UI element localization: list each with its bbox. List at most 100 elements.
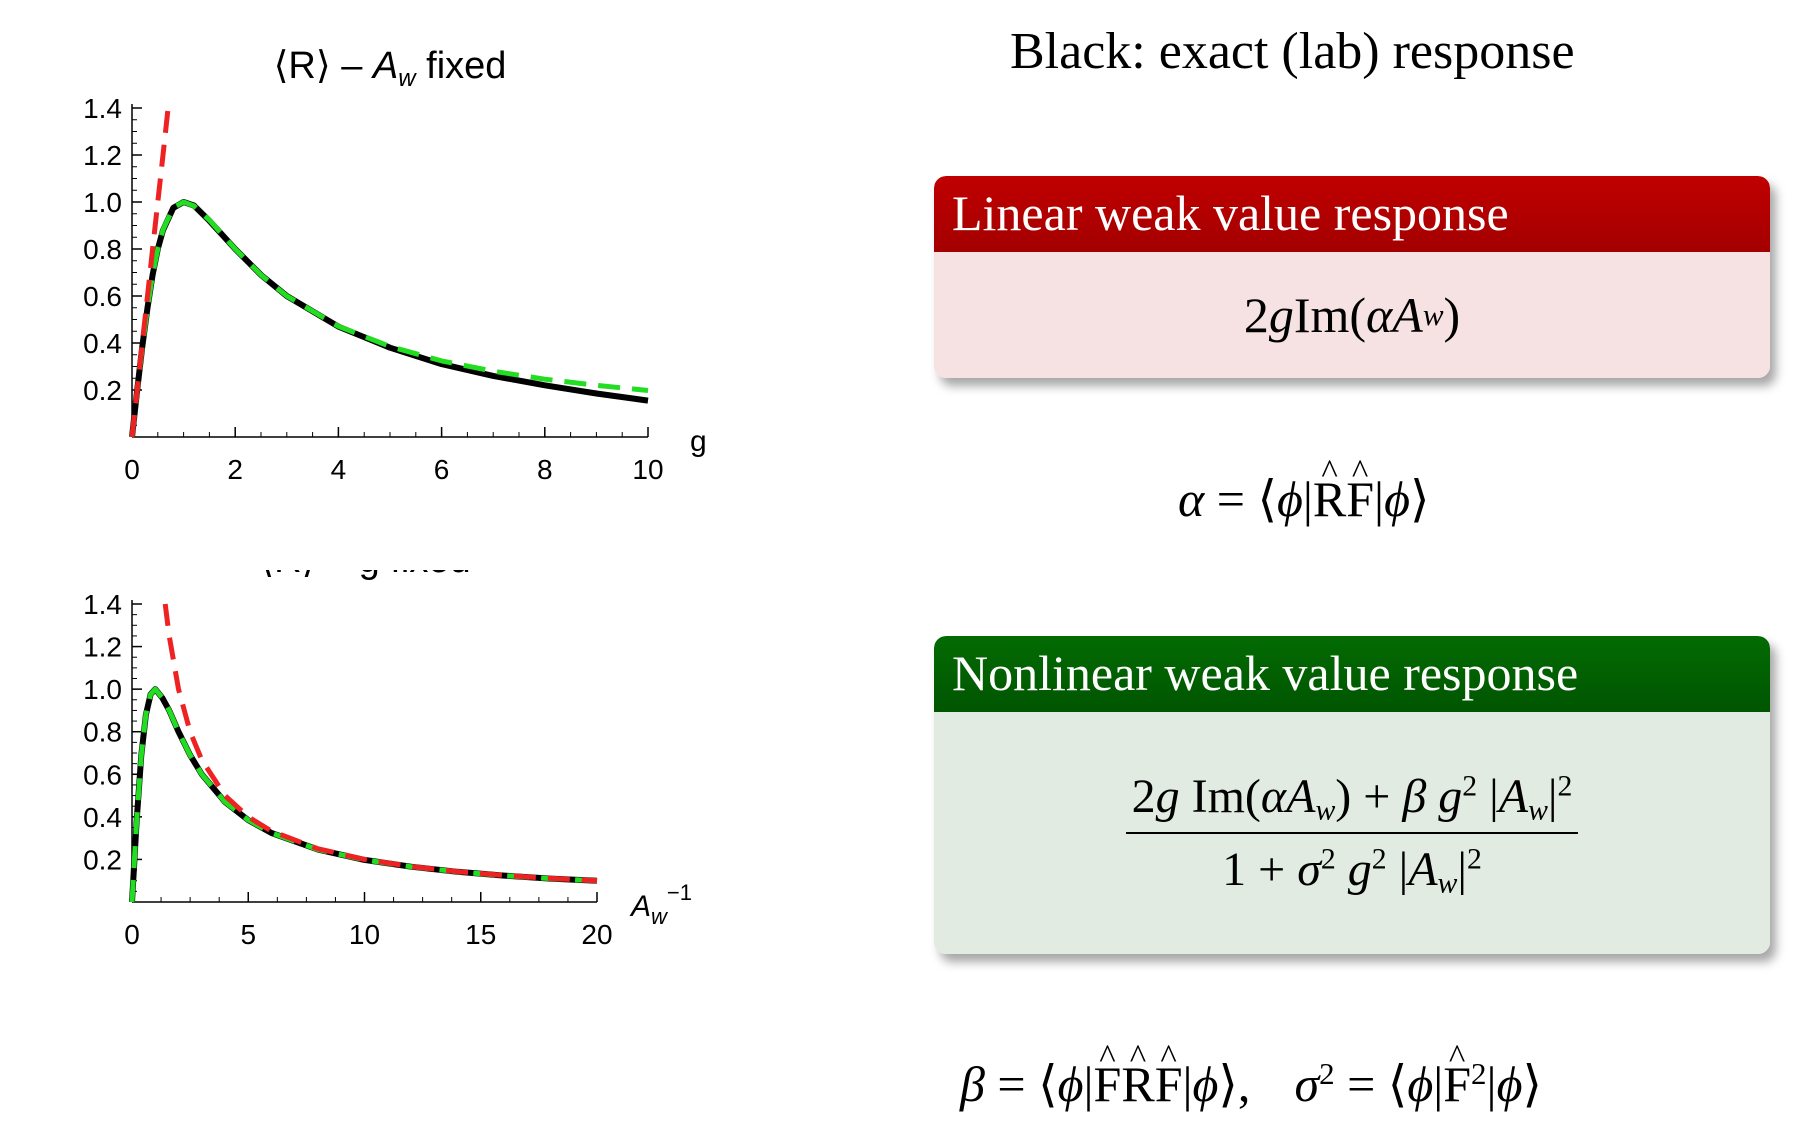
sigma-op-f: F [1443, 1055, 1471, 1113]
num-sub: w [1315, 793, 1336, 827]
alpha-bar-1: | [1302, 471, 1313, 527]
x-tick-label: 5 [240, 919, 256, 950]
x-tick-label: 8 [537, 454, 553, 485]
y-tick-label: 1.4 [83, 93, 122, 124]
x-tick-label: 2 [227, 454, 243, 485]
nonlinear-formula: 2g Im(αAw) + β g2 |Aw|2 1 + σ2 g2 |Aw|2 [934, 712, 1770, 954]
num-abs: | [1477, 770, 1499, 823]
y-tick-label: 0.6 [83, 759, 122, 790]
chart-title: ⟨R⟩ – g fixed [259, 570, 470, 581]
x-tick-label: 20 [581, 919, 612, 950]
y-tick-label: 1.2 [83, 140, 122, 171]
y-tick-label: 0.2 [83, 375, 122, 406]
num-abs-close: | [1547, 770, 1558, 823]
sigma-sup: 2 [1319, 1055, 1335, 1091]
alpha-equation: α = ⟨ϕ|RF|ϕ⟩ [1178, 470, 1429, 528]
y-tick-label: 1.0 [83, 674, 122, 705]
y-tick-label: 0.6 [83, 281, 122, 312]
den-sup3: 2 [1467, 842, 1482, 876]
chart-r-vs-aw-inverse: ⟨R⟩ – g fixed 0 5 10 15 20 0.2 0.4 0.6 0.8 1.0 1.2 1… [0, 570, 900, 1130]
linear-formula-alpha: α [1366, 287, 1393, 343]
linear-formula-im: Im( [1293, 287, 1367, 343]
beta-symbol: β [960, 1056, 985, 1112]
beta-bar-1: | [1083, 1056, 1094, 1112]
num-beta: β [1402, 770, 1427, 823]
num-a2: A [1498, 770, 1529, 823]
linear-formula-prefix: 2 [1243, 287, 1269, 343]
num-sup3: 2 [1557, 769, 1573, 803]
beta-bar-2: | [1182, 1056, 1193, 1112]
chart-title-main: ⟨R⟩ – g fixed [259, 570, 470, 581]
alpha-eq-sign: = ⟨ [1204, 471, 1277, 527]
den-abs: | [1386, 843, 1409, 896]
beta-phi-1: ϕ [1057, 1056, 1084, 1112]
num-alpha: α [1260, 770, 1287, 823]
den-g: g [1335, 843, 1372, 896]
nonlinear-response-box: Nonlinear weak value response 2g Im(αAw)… [934, 636, 1770, 954]
den-sub: w [1437, 866, 1458, 900]
x-tick-label: 6 [434, 454, 450, 485]
chart-title-tail: fixed [416, 45, 507, 87]
linear-response-line [129, 107, 171, 438]
nonlinear-response-line [129, 686, 598, 903]
den-a: A [1408, 843, 1438, 896]
chart-r-vs-g-svg: ⟨R⟩ – Aw fixed 0 2 4 6 8 10 0.2 0.4 0.6 0.8 1.0 1.2 1… [83, 45, 707, 485]
legend-note: Black: exact (lab) response [1010, 23, 1575, 80]
num-a-var: A [1286, 770, 1316, 823]
nonlinear-response-line [129, 199, 649, 438]
sigma-bar-2: | [1486, 1056, 1497, 1112]
y-tick-label: 0.2 [83, 844, 122, 875]
den-sup1: 2 [1320, 842, 1336, 876]
num-sup2: 2 [1462, 769, 1478, 803]
nonlinear-fraction: 2g Im(αAw) + β g2 |Aw|2 1 + σ2 g2 |Aw|2 [1125, 769, 1579, 900]
chart-title-main: ⟨R⟩ – [274, 45, 373, 87]
y-tick-label: 0.8 [83, 717, 122, 748]
chart-r-vs-g: ⟨R⟩ – Aw fixed 0 2 4 6 8 10 0.2 0.4 0.6 0.8 1.0 1.2 1… [0, 0, 900, 560]
y-tick-label: 0.4 [83, 328, 122, 359]
alpha-phi-2: ϕ [1384, 471, 1410, 527]
beta-close: ⟩, [1218, 1056, 1251, 1112]
x-tick-label: 15 [465, 919, 496, 950]
linear-box-title: Linear weak value response [934, 176, 1770, 252]
linear-formula-g: g [1268, 287, 1294, 343]
exact-response-line [129, 686, 598, 903]
num-sub2: w [1528, 793, 1548, 827]
sigma-eq-sign: = ⟨ [1334, 1056, 1408, 1112]
sigma-bar-1: | [1433, 1056, 1444, 1112]
alpha-bar-2: | [1374, 471, 1385, 527]
x-axis-label: Aw−1 [629, 880, 692, 929]
alpha-close: ⟩ [1409, 471, 1430, 527]
linear-response-line [162, 603, 598, 884]
sigma-close: ⟩ [1522, 1056, 1542, 1112]
y-tick-label: 1.4 [83, 589, 122, 620]
num-im: Im( [1179, 770, 1261, 823]
linear-formula-close: ) [1443, 287, 1461, 343]
chart-title-var: A [371, 45, 398, 87]
beta-sigma-equation: β = ⟨ϕ|FRF|ϕ⟩,σ2 = ⟨ϕ|F2|ϕ⟩ [960, 1055, 1542, 1113]
sigma-op-sup: 2 [1471, 1055, 1487, 1091]
sigma-phi-1: ϕ [1407, 1056, 1434, 1112]
x-tick-label: 10 [349, 919, 380, 950]
y-tick-label: 0.4 [83, 802, 122, 833]
x-axis-label-var: A [629, 890, 651, 923]
x-tick-label: 10 [632, 454, 663, 485]
beta-op-r: R [1121, 1055, 1154, 1113]
nonlinear-denominator: 1 + σ2 g2 |Aw|2 [1216, 834, 1488, 900]
x-axis-label: g [690, 425, 707, 458]
y-tick-label: 1.0 [83, 187, 122, 218]
beta-op-f2: F [1155, 1055, 1183, 1113]
num-g2: g [1426, 770, 1463, 823]
nonlinear-numerator: 2g Im(αAw) + β g2 |Aw|2 [1125, 769, 1579, 834]
exact-response-line [129, 199, 649, 438]
y-tick-label: 1.2 [83, 632, 122, 663]
den-sup2: 2 [1371, 842, 1387, 876]
x-tick-label: 4 [331, 454, 347, 485]
alpha-op-f: F [1346, 470, 1374, 528]
den-sigma: σ [1297, 843, 1321, 896]
chart-title-sub: w [398, 65, 417, 92]
x-tick-label: 0 [124, 919, 140, 950]
beta-eq-sign: = ⟨ [984, 1056, 1058, 1112]
nonlinear-box-title: Nonlinear weak value response [934, 636, 1770, 712]
